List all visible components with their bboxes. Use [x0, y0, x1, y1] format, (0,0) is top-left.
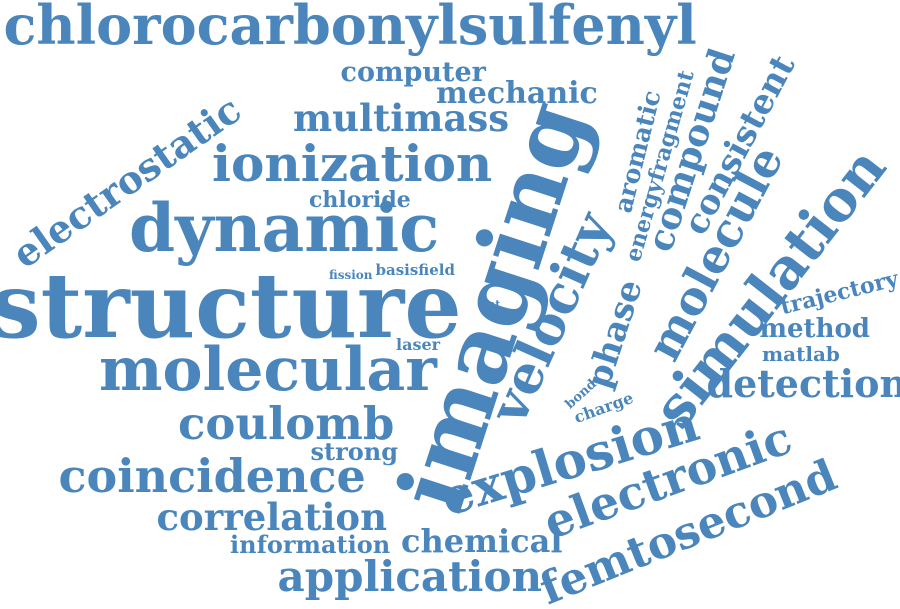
- word-coulomb: coulomb: [178, 396, 395, 450]
- word-detection: detection: [706, 361, 900, 406]
- word-chemical: chemical: [401, 522, 563, 560]
- word-multimass: multimass: [293, 95, 510, 140]
- word-information: information: [230, 530, 391, 559]
- word-coincidence: coincidence: [58, 449, 366, 503]
- word-molecular: molecular: [99, 335, 437, 405]
- word-chloride: chloride: [309, 187, 411, 213]
- word-correlation: correlation: [156, 494, 388, 539]
- word-set: set: [482, 297, 501, 311]
- word-basisfield: basisfield: [375, 260, 455, 279]
- word-structure: structure: [0, 253, 462, 359]
- word-laser: laser: [396, 335, 441, 354]
- word-method: method: [759, 314, 871, 344]
- word-fission: fission: [329, 268, 373, 282]
- word-dynamic: dynamic: [129, 189, 440, 267]
- word-chlorocarbonylsulfenyl: chlorocarbonylsulfenyl: [3, 0, 697, 57]
- word-ionization: ionization: [212, 134, 493, 193]
- word-matlab: matlab: [762, 342, 840, 366]
- word-strong: strong: [310, 437, 398, 466]
- word-mechanic: mechanic: [436, 76, 598, 111]
- word-application: application: [277, 552, 543, 601]
- word-computer: computer: [340, 56, 486, 88]
